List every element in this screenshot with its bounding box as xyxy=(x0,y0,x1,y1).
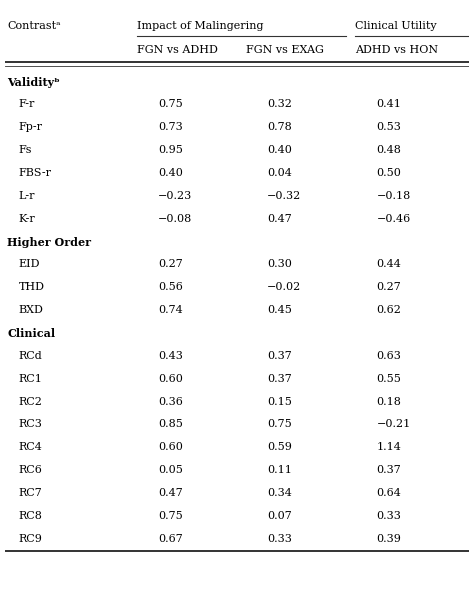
Text: FBS-r: FBS-r xyxy=(18,168,52,178)
Text: 0.36: 0.36 xyxy=(158,396,183,407)
Text: −0.18: −0.18 xyxy=(376,191,410,201)
Text: 0.59: 0.59 xyxy=(267,442,292,452)
Text: 0.53: 0.53 xyxy=(376,122,401,132)
Text: 0.47: 0.47 xyxy=(267,214,292,224)
Text: 0.85: 0.85 xyxy=(158,419,183,430)
Text: RC8: RC8 xyxy=(18,511,43,521)
Text: RC9: RC9 xyxy=(18,534,43,544)
Text: −0.32: −0.32 xyxy=(267,191,301,201)
Text: Clinical: Clinical xyxy=(7,328,55,339)
Text: ADHD vs HON: ADHD vs HON xyxy=(356,45,438,55)
Text: 1.14: 1.14 xyxy=(376,442,401,452)
Text: 0.74: 0.74 xyxy=(158,305,183,315)
Text: 0.18: 0.18 xyxy=(376,396,401,407)
Text: 0.27: 0.27 xyxy=(158,259,183,270)
Text: Higher Order: Higher Order xyxy=(7,236,91,248)
Text: FGN vs EXAG: FGN vs EXAG xyxy=(246,45,324,55)
Text: −0.46: −0.46 xyxy=(376,214,410,224)
Text: 0.05: 0.05 xyxy=(158,465,183,475)
Text: 0.78: 0.78 xyxy=(267,122,292,132)
Text: 0.33: 0.33 xyxy=(376,511,401,521)
Text: RC4: RC4 xyxy=(18,442,43,452)
Text: 0.40: 0.40 xyxy=(158,168,183,178)
Text: Validityᵇ: Validityᵇ xyxy=(7,76,60,87)
Text: 0.75: 0.75 xyxy=(158,99,183,109)
Text: RC3: RC3 xyxy=(18,419,43,430)
Text: 0.64: 0.64 xyxy=(376,488,401,498)
Text: EID: EID xyxy=(18,259,40,270)
Text: 0.37: 0.37 xyxy=(267,374,292,384)
Text: F-r: F-r xyxy=(18,99,35,109)
Text: Contrastᵃ: Contrastᵃ xyxy=(7,21,61,31)
Text: 0.75: 0.75 xyxy=(267,419,292,430)
Text: 0.40: 0.40 xyxy=(267,145,292,155)
Text: −0.02: −0.02 xyxy=(267,282,301,292)
Text: 0.11: 0.11 xyxy=(267,465,292,475)
Text: 0.47: 0.47 xyxy=(158,488,183,498)
Text: 0.45: 0.45 xyxy=(267,305,292,315)
Text: Clinical Utility: Clinical Utility xyxy=(356,21,437,31)
Text: 0.56: 0.56 xyxy=(158,282,183,292)
Text: Fs: Fs xyxy=(18,145,32,155)
Text: 0.75: 0.75 xyxy=(158,511,183,521)
Text: RCd: RCd xyxy=(18,351,43,361)
Text: THD: THD xyxy=(18,282,45,292)
Text: 0.55: 0.55 xyxy=(376,374,401,384)
Text: L-r: L-r xyxy=(18,191,35,201)
Text: −0.23: −0.23 xyxy=(158,191,192,201)
Text: Fp-r: Fp-r xyxy=(18,122,43,132)
Text: 0.60: 0.60 xyxy=(158,374,183,384)
Text: RC2: RC2 xyxy=(18,396,43,407)
Text: −0.21: −0.21 xyxy=(376,419,410,430)
Text: 0.67: 0.67 xyxy=(158,534,183,544)
Text: BXD: BXD xyxy=(18,305,44,315)
Text: 0.43: 0.43 xyxy=(158,351,183,361)
Text: −0.08: −0.08 xyxy=(158,214,192,224)
Text: 0.44: 0.44 xyxy=(376,259,401,270)
Text: 0.27: 0.27 xyxy=(376,282,401,292)
Text: 0.34: 0.34 xyxy=(267,488,292,498)
Text: RC7: RC7 xyxy=(18,488,43,498)
Text: 0.73: 0.73 xyxy=(158,122,183,132)
Text: 0.62: 0.62 xyxy=(376,305,401,315)
Text: 0.37: 0.37 xyxy=(267,351,292,361)
Text: 0.07: 0.07 xyxy=(267,511,292,521)
Text: 0.63: 0.63 xyxy=(376,351,401,361)
Text: 0.04: 0.04 xyxy=(267,168,292,178)
Text: 0.39: 0.39 xyxy=(376,534,401,544)
Text: 0.50: 0.50 xyxy=(376,168,401,178)
Text: 0.95: 0.95 xyxy=(158,145,183,155)
Text: 0.37: 0.37 xyxy=(376,465,401,475)
Text: 0.15: 0.15 xyxy=(267,396,292,407)
Text: 0.32: 0.32 xyxy=(267,99,292,109)
Text: FGN vs ADHD: FGN vs ADHD xyxy=(137,45,218,55)
Text: 0.41: 0.41 xyxy=(376,99,401,109)
Text: 0.60: 0.60 xyxy=(158,442,183,452)
Text: 0.48: 0.48 xyxy=(376,145,401,155)
Text: RC1: RC1 xyxy=(18,374,43,384)
Text: RC6: RC6 xyxy=(18,465,43,475)
Text: Impact of Malingering: Impact of Malingering xyxy=(137,21,264,31)
Text: 0.33: 0.33 xyxy=(267,534,292,544)
Text: 0.30: 0.30 xyxy=(267,259,292,270)
Text: K-r: K-r xyxy=(18,214,36,224)
